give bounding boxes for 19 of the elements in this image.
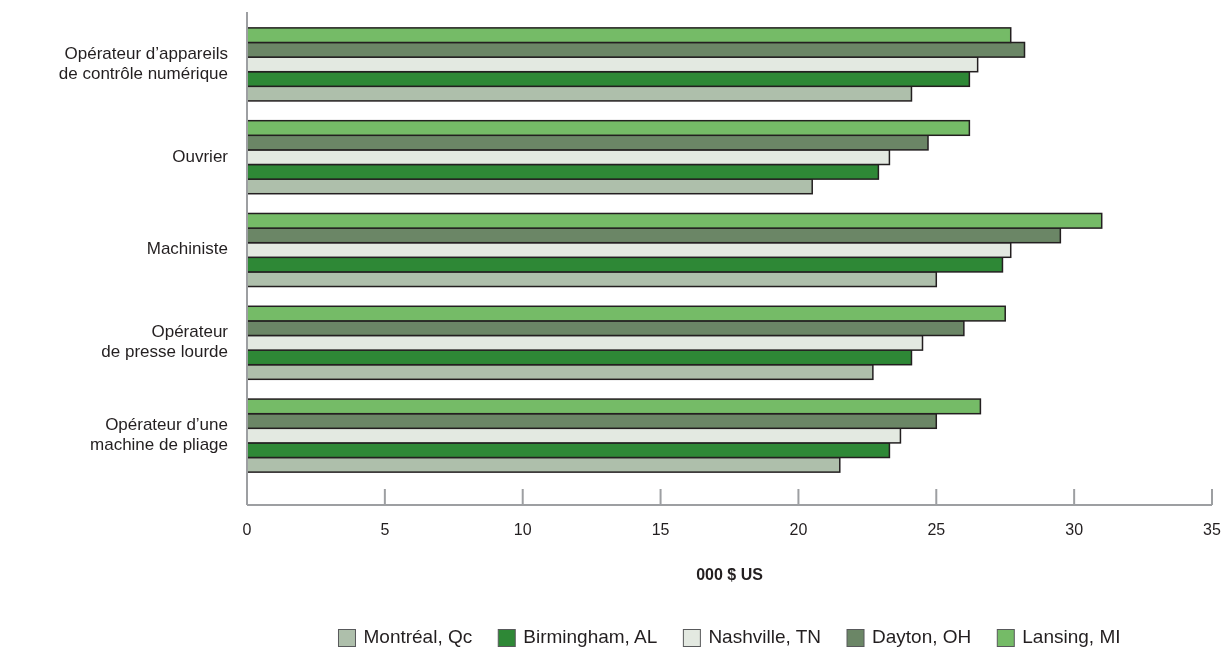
- legend-label: Montréal, Qc: [363, 626, 473, 648]
- x-tick-label: 15: [651, 521, 670, 539]
- x-tick-label: 30: [1065, 521, 1084, 539]
- x-tick-label: 25: [927, 521, 946, 539]
- x-tick-label: 35: [1203, 521, 1221, 539]
- y-tick-label: Opérateur d’appareils de contrôle numérique: [58, 43, 228, 83]
- y-tick-label: Opérateur d’une machine de pliage: [90, 415, 228, 455]
- legend-label: Lansing, MI: [1022, 626, 1121, 648]
- x-tick-label: 20: [789, 521, 808, 539]
- y-tick-label: Opérateur de presse lourde: [101, 322, 229, 362]
- y-tick-label: Machiniste: [146, 239, 228, 259]
- legend-label: Dayton, OH: [872, 626, 972, 648]
- x-tick-label: 10: [513, 521, 532, 539]
- x-tick-label: 5: [380, 521, 390, 539]
- x-tick-label: 0: [242, 521, 252, 539]
- x-axis-title: 000 $ US: [696, 566, 764, 584]
- legend-label: Birmingham, AL: [523, 626, 658, 648]
- legend-label: Nashville, TN: [708, 626, 822, 648]
- y-tick-label: Ouvrier: [172, 146, 229, 166]
